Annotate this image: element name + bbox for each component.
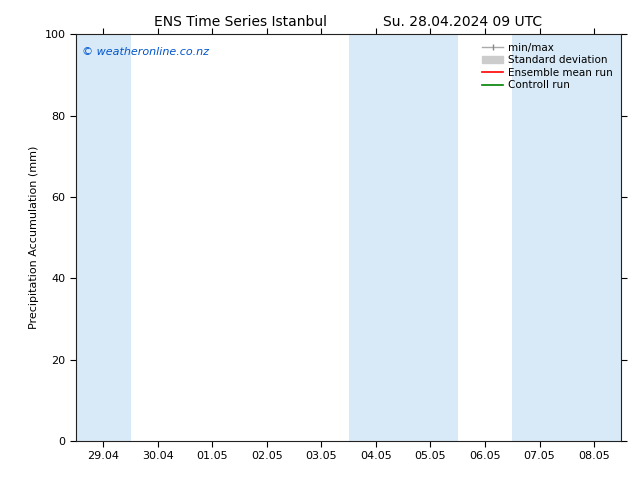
- Text: Su. 28.04.2024 09 UTC: Su. 28.04.2024 09 UTC: [384, 15, 542, 29]
- Bar: [512, 34, 621, 441]
- Bar: [349, 34, 458, 441]
- Y-axis label: Precipitation Accumulation (mm): Precipitation Accumulation (mm): [29, 146, 39, 329]
- Legend: min/max, Standard deviation, Ensemble mean run, Controll run: min/max, Standard deviation, Ensemble me…: [479, 40, 616, 94]
- Text: © weatheronline.co.nz: © weatheronline.co.nz: [82, 47, 209, 56]
- Bar: [76, 34, 131, 441]
- Text: ENS Time Series Istanbul: ENS Time Series Istanbul: [155, 15, 327, 29]
